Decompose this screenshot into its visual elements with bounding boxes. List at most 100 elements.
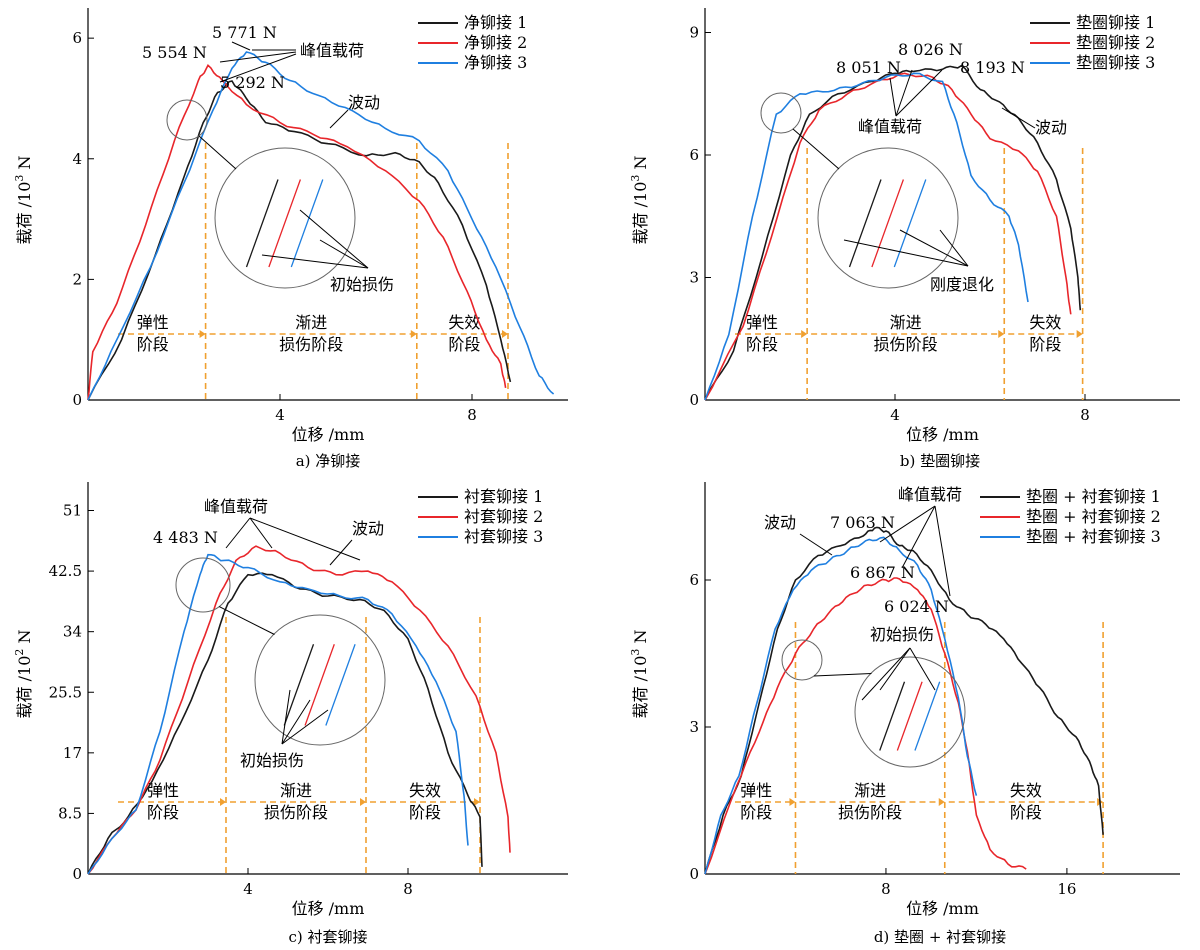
- panel-caption: d) 垫圈 + 衬套铆接: [874, 928, 1006, 946]
- x-tick-label: 4: [275, 406, 285, 424]
- annotation-leader: [329, 539, 353, 566]
- zoom-curve-1: [848, 179, 882, 268]
- x-axis-label: 位移 /mm: [906, 425, 979, 444]
- y-tick-label: 6: [689, 571, 699, 589]
- y-axis-label-main: 载荷 /10: [631, 656, 650, 719]
- legend-entry-1: 垫圈铆接 1: [1076, 13, 1155, 32]
- series-line-3: [704, 72, 1029, 401]
- y-tick-label: 0: [72, 865, 82, 883]
- annotation-leader: [934, 505, 951, 597]
- stage-label-progressive-2: 损伤阶段: [264, 803, 328, 822]
- x-tick-label: 16: [1057, 880, 1076, 898]
- annotation-leader: [219, 51, 297, 63]
- annotation-leader: [899, 229, 969, 267]
- legend-entry-3: 垫圈铆接 3: [1076, 53, 1155, 72]
- annotation-4: 峰值载荷: [858, 117, 922, 136]
- series-line-3: [87, 51, 555, 401]
- annotation-leader: [861, 647, 911, 701]
- y-axis-label-exp: 2: [13, 649, 26, 656]
- y-axis-label: 载荷 /103 N: [629, 156, 650, 245]
- annotation-leader: [231, 41, 251, 51]
- annotation-leader: [299, 209, 369, 269]
- y-tick-label: 0: [689, 391, 699, 409]
- annotation-3: 5 292 N: [220, 73, 285, 92]
- zoom-connector: [218, 606, 275, 635]
- annotation-leader: [329, 109, 349, 129]
- stage-arrow: [998, 330, 1005, 338]
- stage-label-progressive-1: 渐进: [295, 313, 327, 332]
- legend-entry-2: 衬套铆接 2: [464, 507, 543, 526]
- stage-label-failure-2: 阶段: [1029, 335, 1061, 354]
- panel-caption: a) 净铆接: [296, 452, 361, 470]
- stage-label-failure-2: 阶段: [448, 335, 480, 354]
- annotation-2: 5 554 N: [142, 43, 207, 62]
- zoom-curve-3: [325, 644, 356, 726]
- x-tick-label: 8: [403, 880, 413, 898]
- stage-label-failure-1: 失效: [448, 313, 480, 332]
- zoom-connector: [813, 673, 872, 677]
- annotation-leader: [799, 533, 833, 556]
- y-axis-label-unit: N: [15, 156, 34, 175]
- annotation-1: 8 051 N: [836, 58, 901, 77]
- series-line-2: [704, 577, 1027, 875]
- series-line-2: [704, 72, 1072, 401]
- zoom-curve-1: [245, 179, 279, 268]
- x-axis-label: 位移 /mm: [292, 899, 365, 918]
- zoom-detail-circle: [817, 147, 959, 289]
- series-line-1: [704, 64, 1082, 401]
- stage-arrow: [502, 330, 508, 338]
- zoom-detail-circle: [854, 656, 966, 768]
- stage-label-elastic-2: 阶段: [147, 803, 179, 822]
- annotation-leader: [939, 229, 969, 267]
- y-axis-label: 载荷 /103 N: [629, 630, 650, 719]
- annotation-3: 波动: [352, 519, 384, 538]
- y-tick-label: 17: [63, 744, 82, 762]
- y-tick-label: 51: [63, 502, 82, 520]
- stage-label-progressive-1: 渐进: [280, 781, 312, 800]
- annotation-leader: [281, 689, 291, 745]
- annotation-leader: [225, 517, 251, 549]
- legend-entry-1: 净铆接 1: [464, 13, 527, 32]
- y-axis-label-unit: N: [15, 630, 34, 649]
- stage-label-failure-2: 阶段: [1010, 803, 1042, 822]
- series-line-1: [87, 80, 512, 401]
- legend-entry-2: 垫圈 + 衬套铆接 2: [1026, 507, 1161, 526]
- legend-entry-2: 净铆接 2: [464, 33, 527, 52]
- annotation-leader: [1001, 107, 1036, 129]
- annotation-2: 8 026 N: [898, 40, 963, 59]
- annotation-leader: [249, 517, 273, 549]
- stage-arrow: [220, 798, 226, 806]
- stage-label-elastic-2: 阶段: [137, 335, 169, 354]
- zoom-curve-3: [290, 179, 324, 268]
- y-axis-label: 载荷 /102 N: [13, 630, 34, 719]
- x-tick-label: 4: [890, 406, 900, 424]
- zoom-curve-1: [879, 681, 906, 751]
- y-tick-label: 25.5: [49, 683, 82, 701]
- stage-arrow: [789, 798, 796, 806]
- series-line-1: [704, 526, 1104, 875]
- zoom-curve-2: [268, 179, 302, 268]
- zoom-connector: [198, 135, 237, 170]
- y-tick-label: 9: [689, 24, 699, 42]
- annotation-leader: [879, 647, 911, 691]
- stage-label-failure-1: 失效: [1029, 313, 1061, 332]
- x-tick-label: 8: [467, 406, 477, 424]
- annotation-4: 峰值载荷: [300, 41, 364, 60]
- y-tick-label: 2: [72, 270, 82, 288]
- panel-caption: c) 衬套铆接: [288, 928, 367, 946]
- legend-entry-3: 衬套铆接 3: [464, 527, 543, 546]
- stage-arrow: [801, 330, 808, 338]
- zoom-source-circle: [166, 99, 208, 141]
- stage-label-failure-1: 失效: [1010, 781, 1042, 800]
- stage-arrow: [410, 330, 417, 338]
- x-tick-label: 4: [243, 880, 253, 898]
- annotation-5: 波动: [1035, 118, 1067, 137]
- annotation-leader: [909, 647, 936, 691]
- y-axis-label-main: 载荷 /10: [15, 182, 34, 245]
- zoom-source-circle: [175, 557, 231, 613]
- zoom-connector: [792, 128, 840, 170]
- annotation-4: 6 867 N: [850, 563, 915, 582]
- series-line-2: [87, 545, 511, 875]
